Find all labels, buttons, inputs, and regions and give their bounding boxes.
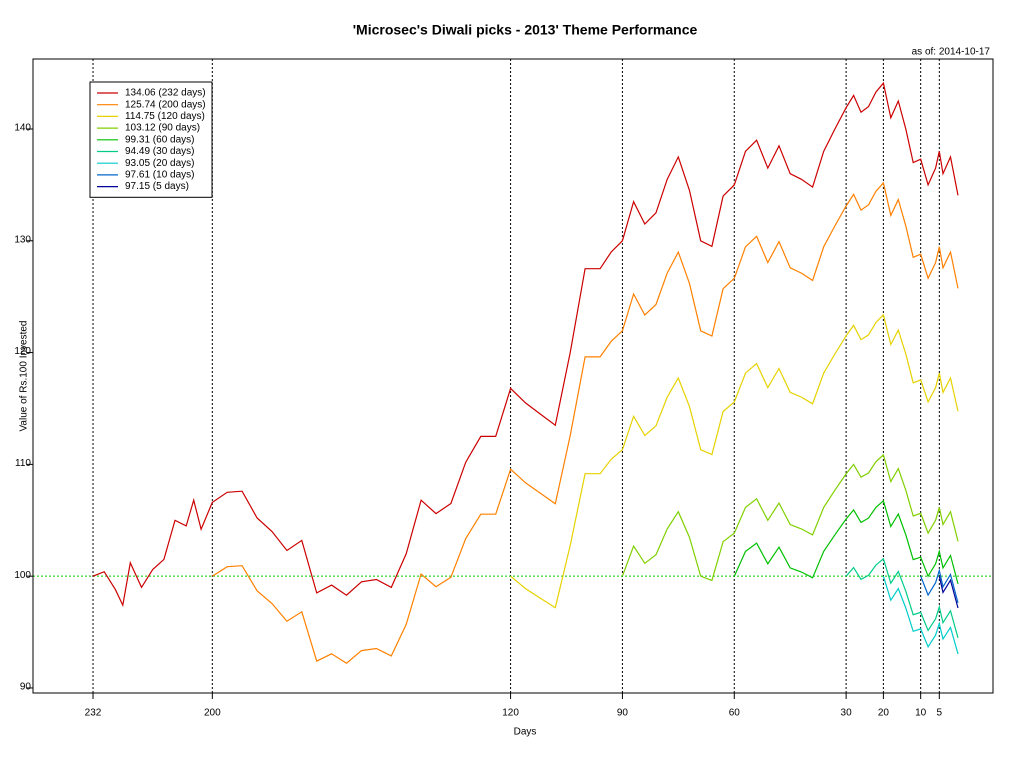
series-line <box>882 576 959 655</box>
y-tick-label: 130 <box>14 234 31 245</box>
x-tick-label: 60 <box>729 708 741 719</box>
series-line <box>733 499 959 585</box>
x-tick-label: 232 <box>85 708 102 719</box>
series-line <box>211 181 959 664</box>
legend-label: 99.31 (60 days) <box>125 134 195 145</box>
legend-label: 97.61 (10 days) <box>125 170 195 181</box>
legend-label: 114.75 (120 days) <box>125 111 205 122</box>
series-line <box>92 81 959 608</box>
as-of-annotation: as of: 2014-10-17 <box>912 47 991 58</box>
y-tick-label: 120 <box>14 346 31 357</box>
x-tick-label: 5 <box>937 708 943 719</box>
y-tick-label: 100 <box>14 570 31 581</box>
x-axis-label: Days <box>514 727 537 738</box>
y-tick-label: 140 <box>14 123 31 134</box>
series-line <box>920 568 959 604</box>
x-tick-label: 120 <box>502 708 519 719</box>
x-tick-label: 90 <box>617 708 629 719</box>
x-tick-label: 10 <box>915 708 927 719</box>
x-tick-label: 30 <box>841 708 853 719</box>
legend-label: 125.74 (200 days) <box>125 99 206 110</box>
series-line <box>510 313 959 609</box>
series-line <box>845 557 959 638</box>
x-tick-label: 20 <box>878 708 890 719</box>
legend-label: 93.05 (20 days) <box>125 158 195 169</box>
chart-title: 'Microsec's Diwali picks - 2013' Theme P… <box>353 22 698 38</box>
y-tick-label: 110 <box>15 458 31 469</box>
y-tick-label: 90 <box>20 682 32 693</box>
x-tick-label: 200 <box>204 708 221 719</box>
y-axis-label: Value of Rs.100 Invested <box>19 321 30 432</box>
series-line <box>938 576 959 609</box>
legend-label: 94.49 (30 days) <box>125 146 195 157</box>
legend-label: 134.06 (232 days) <box>125 88 206 99</box>
legend-label: 103.12 (90 days) <box>125 123 200 134</box>
plot-frame <box>32 58 994 694</box>
legend-label: 97.15 (5 days) <box>125 181 189 192</box>
series-line <box>621 453 959 582</box>
